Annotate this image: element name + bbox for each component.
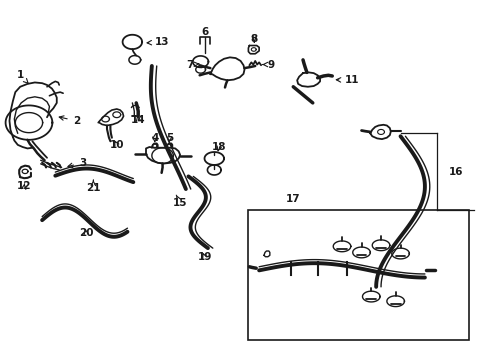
Text: 20: 20 <box>79 228 93 238</box>
Text: 3: 3 <box>68 158 86 168</box>
Text: 16: 16 <box>448 167 463 177</box>
Bar <box>248 211 468 339</box>
Text: 12: 12 <box>17 181 31 192</box>
Text: 8: 8 <box>250 35 257 44</box>
Text: 2: 2 <box>59 116 80 126</box>
Text: 7: 7 <box>185 59 199 69</box>
Text: 18: 18 <box>211 142 226 152</box>
Text: 14: 14 <box>131 115 145 125</box>
Text: 15: 15 <box>173 195 187 208</box>
Text: 19: 19 <box>197 252 211 262</box>
Text: 5: 5 <box>165 133 173 143</box>
Text: 11: 11 <box>336 75 358 85</box>
Text: 21: 21 <box>86 180 101 193</box>
Text: 6: 6 <box>201 27 208 37</box>
Text: 10: 10 <box>109 140 124 150</box>
Text: 9: 9 <box>262 59 274 69</box>
Text: 1: 1 <box>17 70 29 84</box>
Text: 4: 4 <box>151 133 158 143</box>
Text: 13: 13 <box>147 37 168 47</box>
Text: 17: 17 <box>285 194 300 204</box>
